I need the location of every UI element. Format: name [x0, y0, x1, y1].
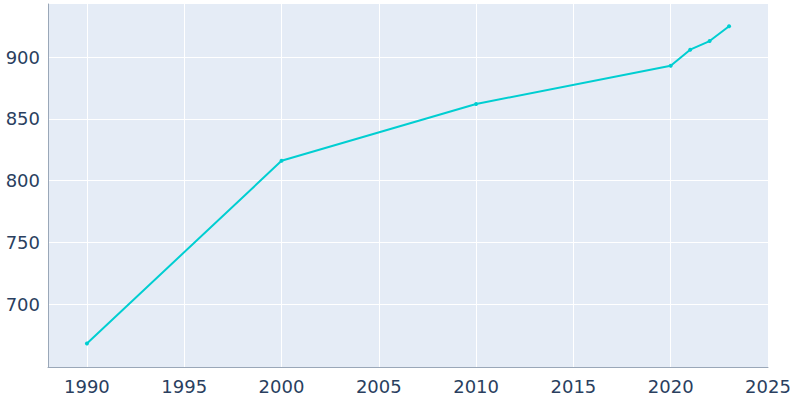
svg-text:2005: 2005 [356, 376, 402, 397]
svg-text:2025: 2025 [745, 376, 791, 397]
svg-text:750: 750 [6, 232, 40, 253]
svg-text:850: 850 [6, 108, 40, 129]
svg-text:1990: 1990 [64, 376, 110, 397]
svg-text:900: 900 [6, 47, 40, 68]
svg-text:2000: 2000 [259, 376, 305, 397]
svg-text:700: 700 [6, 294, 40, 315]
svg-text:2015: 2015 [550, 376, 596, 397]
svg-text:1995: 1995 [161, 376, 207, 397]
svg-text:2020: 2020 [648, 376, 694, 397]
svg-text:2010: 2010 [453, 376, 499, 397]
svg-text:800: 800 [6, 170, 40, 191]
